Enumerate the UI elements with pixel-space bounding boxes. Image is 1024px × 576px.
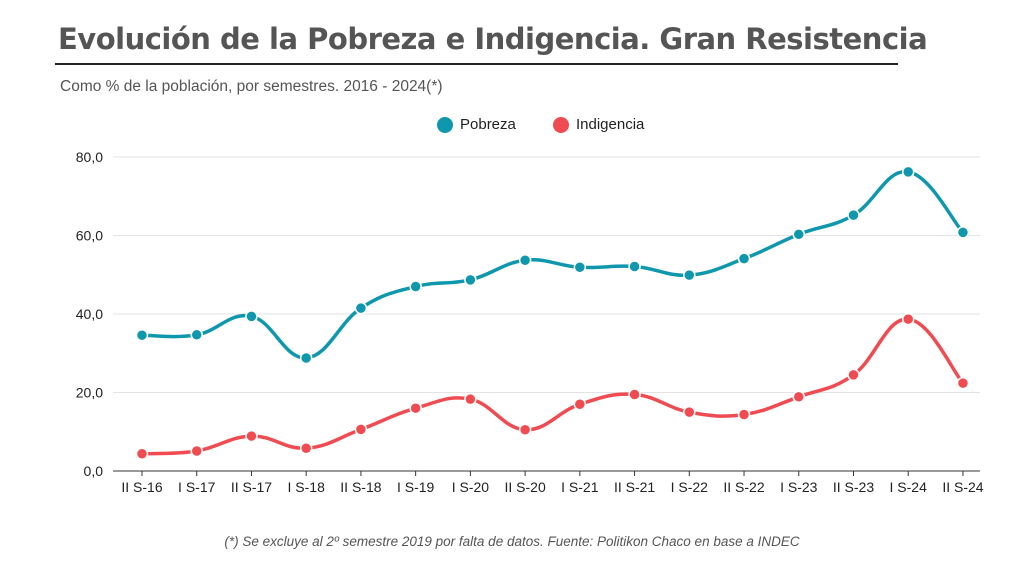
y-tick-label: 80,0	[76, 149, 103, 165]
x-tick-label: I S-24	[890, 479, 928, 495]
legend-item-indigencia: Indigencia	[553, 116, 644, 133]
data-point-indigencia	[190, 444, 203, 458]
x-tick-label: I S-22	[671, 479, 709, 495]
x-tick-label: II S-23	[833, 479, 874, 495]
data-point-indigencia	[464, 392, 477, 406]
data-point-pobreza	[737, 252, 751, 265]
data-point-indigencia	[847, 368, 860, 382]
data-point-indigencia	[518, 423, 532, 437]
legend-marker-indigencia	[553, 116, 569, 133]
data-point-pobreza	[792, 228, 806, 241]
y-tick-label: 60,0	[76, 228, 103, 244]
x-tick-label: I S-18	[288, 479, 326, 495]
x-tick-label: I S-23	[780, 479, 818, 495]
data-point-indigencia	[683, 405, 696, 419]
footnote: (*) Se excluye al 2º semestre 2019 por f…	[224, 534, 800, 549]
data-point-pobreza	[135, 328, 149, 342]
data-point-pobreza	[245, 310, 258, 323]
x-tick-label: II S-16	[121, 479, 162, 495]
data-point-indigencia	[409, 401, 422, 415]
data-point-pobreza	[573, 261, 587, 274]
legend-marker-pobreza	[437, 116, 453, 133]
x-tick-label: II S-24	[942, 479, 983, 495]
data-point-pobreza	[901, 165, 915, 179]
data-point-pobreza	[409, 280, 422, 293]
y-tick-label: 40,0	[76, 306, 103, 322]
data-point-pobreza	[299, 351, 313, 365]
legend-item-pobreza: Pobreza	[437, 116, 516, 133]
data-point-indigencia	[956, 376, 970, 390]
legend-label-indigencia: Indigencia	[576, 116, 645, 133]
data-point-indigencia	[628, 388, 641, 401]
y-tick-label: 0,0	[84, 463, 104, 479]
data-point-indigencia	[135, 447, 149, 460]
x-tick-label: II S-22	[723, 479, 764, 495]
x-tick-label: II S-20	[504, 479, 545, 495]
data-point-pobreza	[847, 208, 860, 222]
data-point-indigencia	[737, 408, 751, 421]
x-tick-label: II S-17	[231, 479, 272, 495]
data-point-pobreza	[464, 273, 477, 287]
y-tick-label: 20,0	[76, 385, 103, 401]
data-point-pobreza	[956, 226, 970, 239]
chart-title: Evolución de la Pobreza e Indigencia. Gr…	[58, 22, 928, 56]
chart-subtitle: Como % de la población, por semestres. 2…	[60, 78, 443, 95]
chart-legend: Pobreza Indigencia	[0, 116, 1024, 138]
x-tick-label: I S-20	[452, 479, 490, 495]
series-line-pobreza	[140, 170, 965, 360]
data-point-pobreza	[190, 328, 203, 342]
x-tick-label: II S-18	[340, 479, 381, 495]
data-point-indigencia	[573, 398, 587, 411]
x-tick-label: I S-17	[178, 479, 216, 495]
data-point-indigencia	[299, 441, 313, 455]
series-line-indigencia	[140, 317, 965, 456]
data-point-pobreza	[354, 301, 368, 315]
title-underline	[55, 63, 898, 65]
x-tick-label: II S-21	[614, 479, 655, 495]
data-point-pobreza	[683, 268, 696, 282]
data-point-indigencia	[901, 312, 915, 326]
data-point-pobreza	[518, 253, 532, 267]
x-tick-label: I S-21	[561, 479, 599, 495]
data-point-pobreza	[628, 260, 641, 273]
legend-label-pobreza: Pobreza	[460, 116, 516, 133]
data-point-indigencia	[354, 423, 368, 436]
x-tick-label: I S-19	[397, 479, 435, 495]
data-point-indigencia	[792, 390, 806, 404]
data-point-indigencia	[245, 429, 258, 443]
